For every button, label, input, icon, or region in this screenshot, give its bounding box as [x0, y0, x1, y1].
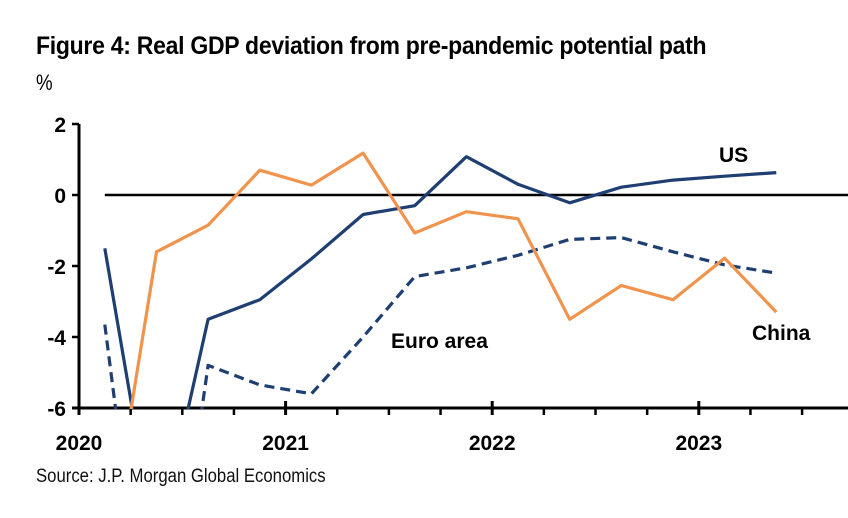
y-axis-unit-label: % [36, 70, 53, 95]
y-tick-label: 0 [54, 185, 66, 208]
series-line-china [129, 151, 778, 409]
x-tick-label: 2020 [56, 432, 103, 455]
series-line-us [103, 155, 777, 409]
x-tick-label: 2023 [675, 432, 722, 455]
y-tick-label: -6 [47, 398, 66, 421]
x-axis: 2020 2021 2022 2023 [56, 401, 848, 455]
series-label-china: China [752, 322, 811, 345]
y-axis: 2 0 -2 -4 -6 [47, 114, 81, 421]
series-label-euro-area: Euro area [391, 330, 488, 353]
x-tick-label: 2021 [262, 432, 309, 455]
y-tick-label: -4 [47, 327, 66, 350]
series-labels: US Euro area China [391, 144, 811, 353]
series-group [103, 151, 778, 409]
y-tick-label: -2 [47, 256, 66, 279]
x-tick-label: 2022 [469, 432, 516, 455]
chart-title: Figure 4: Real GDP deviation from pre-pa… [36, 32, 707, 60]
y-tick-label: 2 [54, 114, 66, 137]
series-label-us: US [719, 144, 748, 167]
series-line-euro-area [103, 236, 777, 409]
source-note: Source: J.P. Morgan Global Economics [36, 466, 326, 487]
